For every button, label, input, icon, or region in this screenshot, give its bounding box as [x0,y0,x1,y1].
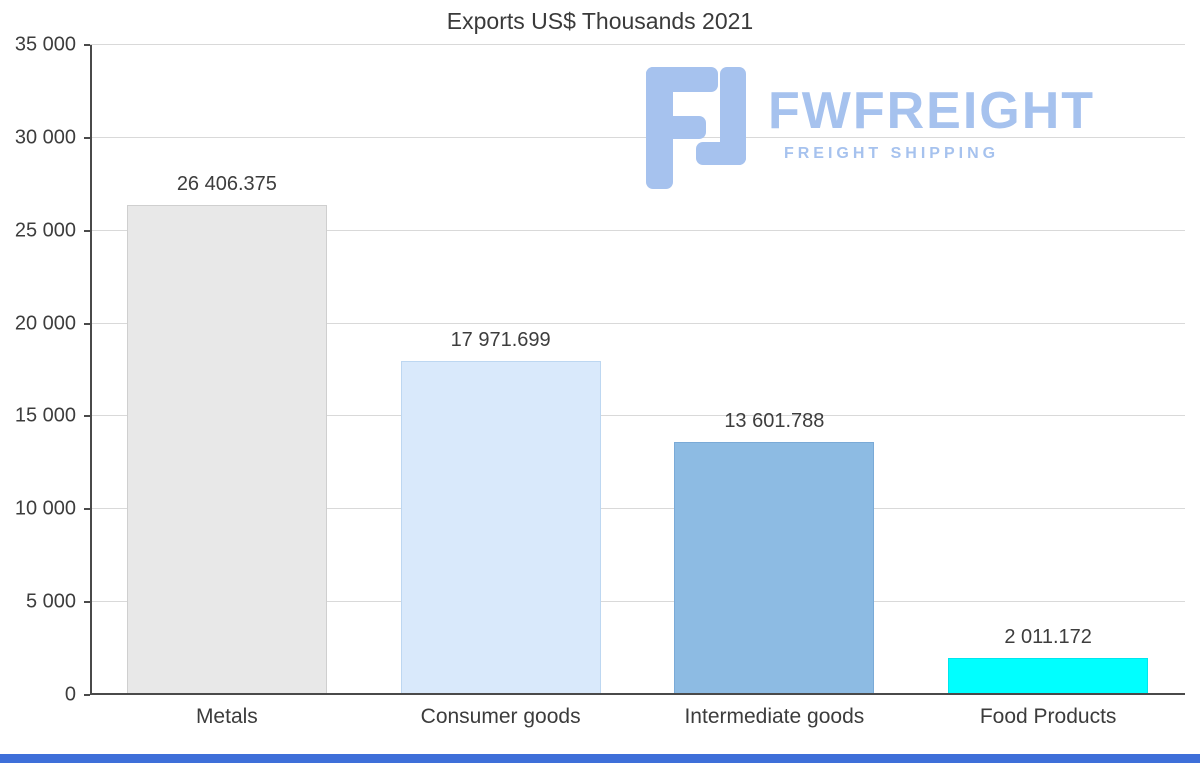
x-category-label: Metals [195,705,258,728]
y-tick-mark [84,601,90,604]
brand-tagline: FREIGHT SHIPPING [783,145,1000,162]
y-tick-mark [84,508,90,511]
bar-slot: 2 011.172 [911,45,1185,695]
y-tick-label: 25 000 [14,219,76,242]
y-tick-label: 0 [64,683,76,706]
y-tick-mark [84,44,90,46]
y-tick-label: 20 000 [14,312,76,335]
gridline [90,136,1185,138]
bar-slot: 17 971.699 [364,45,638,695]
y-tick-mark [84,229,90,232]
gridline [90,44,1185,45]
footer-strip [0,754,1200,763]
brand-watermark: FWFREIGHT FREIGHT SHIPPING [646,67,1095,189]
y-tick-mark [84,136,90,139]
bar-value-label: 2 011.172 [1004,625,1092,648]
bar-slot: 13 601.788 [638,45,912,695]
brand-name: FWFREIGHT [768,82,1096,140]
gridline [90,229,1185,231]
bar-slot: 26 406.375 [90,45,364,695]
y-axis [90,45,92,695]
x-category-label: Intermediate goods [684,705,865,728]
y-tick-label: 5 000 [25,590,76,613]
brand-logo-icon [646,67,746,189]
bar-metals [126,204,327,695]
y-axis-labels: 0 5 000 10 000 15 000 20 000 25 000 30 000 35 0… [0,34,90,706]
y-tick-mark [84,322,90,325]
plot-area: FWFREIGHT FREIGHT SHIPPING 26 406.375 17 … [90,44,1185,695]
gridline [90,601,1185,603]
y-tick-mark [84,694,90,696]
bars-container: 26 406.375 17 971.699 13 601.788 2 011.172 [90,45,1185,695]
x-category-label: Food Products [979,705,1117,728]
x-axis-labels: Metals Consumer goods Intermediate goods Fo… [90,705,1185,729]
bar-intermediate-goods [674,442,875,695]
bar-value-label: 13 601.788 [724,410,825,433]
brand-text-block: FWFREIGHT FREIGHT SHIPPING [768,67,1095,163]
bar-food-products [948,657,1149,695]
gridline [90,508,1185,510]
y-tick-label: 30 000 [14,126,76,149]
y-tick-label: 35 000 [14,33,76,56]
y-tick-mark [84,415,90,418]
y-tick-label: 10 000 [14,497,76,520]
x-category-label: Consumer goods [420,705,581,728]
bar-value-label: 17 971.699 [450,329,551,352]
gridline [90,322,1185,324]
chart-title: Exports US$ Thousands 2021 [446,8,754,34]
y-tick-label: 15 000 [14,404,76,427]
bar-consumer-goods [400,361,601,695]
bar-value-label: 26 406.375 [176,172,277,195]
gridlines [90,44,1185,695]
gridline [90,415,1185,417]
x-axis [90,693,1185,695]
